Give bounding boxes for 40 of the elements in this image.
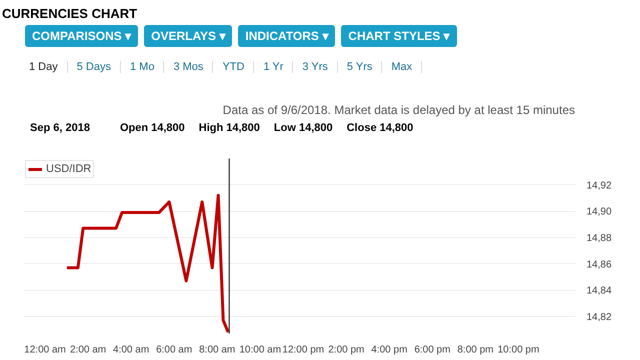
x-tick-label: 10:00 pm — [498, 344, 540, 356]
text: 1 Mo — [121, 61, 164, 73]
text: YTD — [213, 61, 254, 73]
text: Max — [382, 61, 422, 73]
y-tick-label: 14,92 — [586, 180, 612, 192]
x-tick-label: 12:00 am — [24, 344, 66, 356]
y-tick-label: 14,90 — [586, 206, 612, 218]
legend-label: USD/IDR — [46, 163, 92, 175]
text: 1 Day — [20, 61, 68, 73]
x-tick-label: 4:00 pm — [371, 344, 408, 356]
text: 5 Yrs — [338, 61, 382, 73]
text: Close 14,800 — [346, 122, 414, 134]
y-tick-label: 14,84 — [586, 286, 612, 297]
text: COMPARISONS ▾ — [25, 25, 138, 47]
x-tick-label: 2:00 pm — [328, 344, 364, 356]
x-tick-label: 8:00 am — [199, 344, 236, 356]
text: 1 Yr — [254, 61, 294, 73]
text: INDICATORS ▾ — [238, 25, 336, 47]
x-tick-label: 2:00 am — [70, 344, 106, 356]
text: CHART STYLES ▾ — [341, 25, 457, 47]
text: 3 Yrs — [293, 61, 338, 73]
text: 5 Days — [68, 61, 121, 73]
text: OVERLAYS ▾ — [144, 25, 232, 47]
y-tick-label: 14,82 — [586, 312, 612, 323]
x-tick-label: 10:00 am — [239, 344, 282, 356]
x-tick-label: 8:00 pm — [457, 344, 494, 356]
text: Open 14,800 — [120, 122, 185, 134]
line-series — [65, 194, 230, 334]
x-tick-label: 6:00 pm — [414, 344, 450, 356]
y-tick-label: 14,86 — [586, 259, 612, 270]
text: 3 Mos — [164, 61, 214, 73]
chart-title: CURRENCIES CHART — [1, 5, 138, 23]
text: Low 14,800 — [274, 122, 333, 134]
x-tick-label: 4:00 am — [113, 344, 150, 356]
x-tick-label: 6:00 am — [156, 344, 192, 356]
x-tick-label: 12:00 pm — [282, 344, 324, 356]
y-tick-label: 14,88 — [586, 232, 612, 244]
text: Sep 6, 2018 — [30, 122, 90, 134]
text: High 14,800 — [198, 122, 260, 134]
text: Data as of 9/6/2018. Market data is delayed by at least 15 minutes — [222, 102, 575, 119]
